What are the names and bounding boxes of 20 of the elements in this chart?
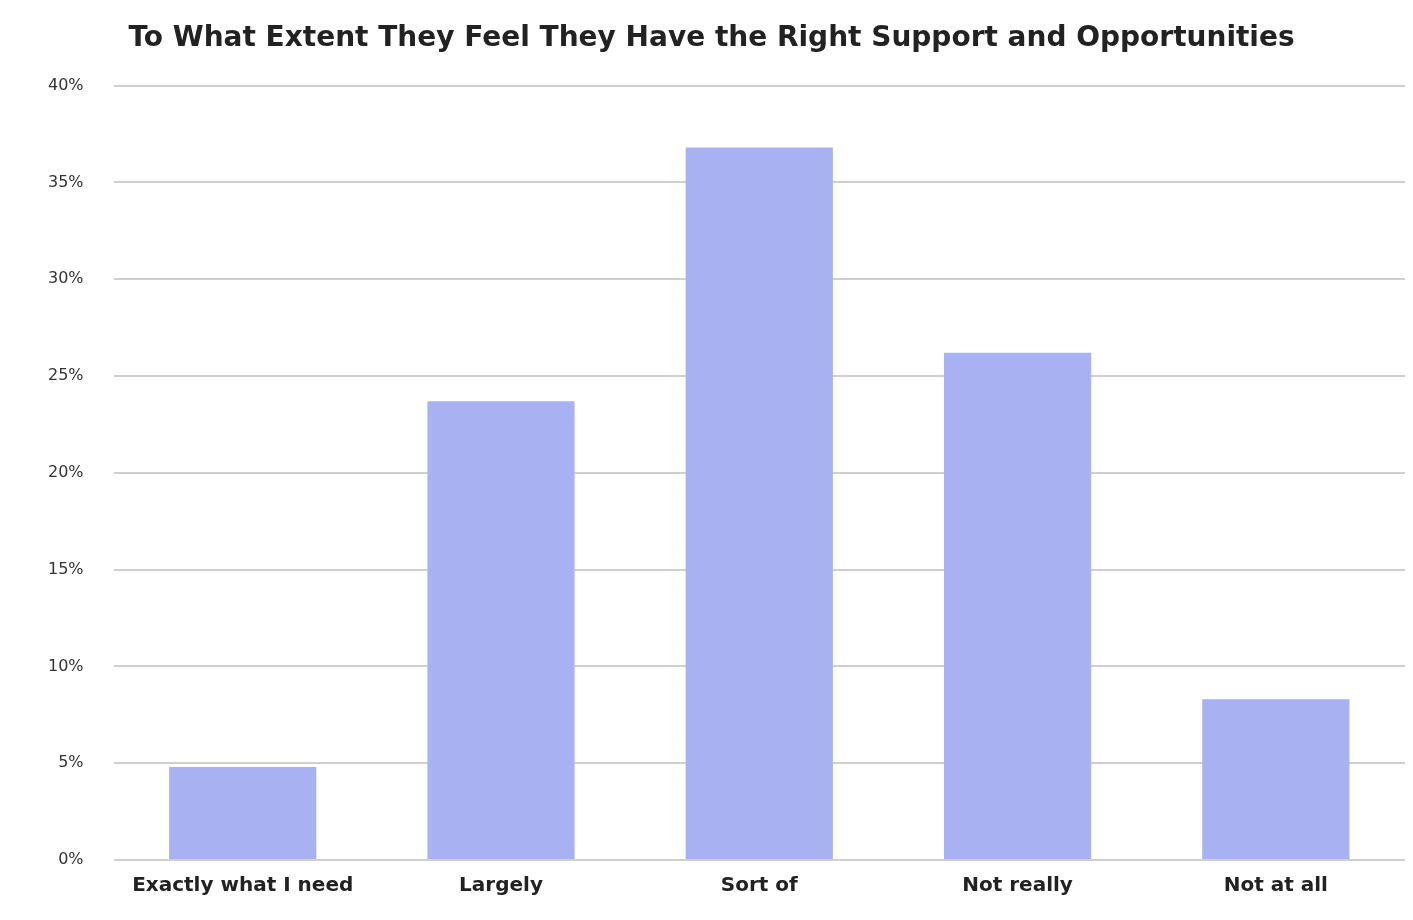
x-tick-label: Exactly what I need bbox=[132, 872, 354, 897]
x-tick-label: Not really bbox=[962, 872, 1073, 897]
y-tick-label: 25% bbox=[48, 365, 84, 385]
chart-title: To What Extent They Feel They Have the Right Support and Opportunities bbox=[128, 20, 1295, 54]
y-tick-label: 40% bbox=[48, 74, 84, 94]
bar bbox=[169, 767, 317, 859]
y-tick-label: 20% bbox=[48, 461, 84, 481]
x-tick-label: Sort of bbox=[720, 872, 799, 897]
x-tick-label: Largely bbox=[459, 872, 543, 897]
y-tick-label: 5% bbox=[58, 752, 84, 772]
bar bbox=[943, 352, 1092, 859]
x-tick-label: Not at all bbox=[1223, 872, 1328, 897]
bar bbox=[427, 401, 575, 859]
y-tick-label: 35% bbox=[48, 171, 84, 191]
y-tick-label: 0% bbox=[58, 849, 84, 869]
bar bbox=[1202, 699, 1350, 859]
y-tick-label: 10% bbox=[48, 655, 84, 675]
bar bbox=[685, 147, 833, 859]
y-tick-label: 30% bbox=[48, 268, 84, 288]
y-tick-label: 15% bbox=[48, 558, 84, 578]
